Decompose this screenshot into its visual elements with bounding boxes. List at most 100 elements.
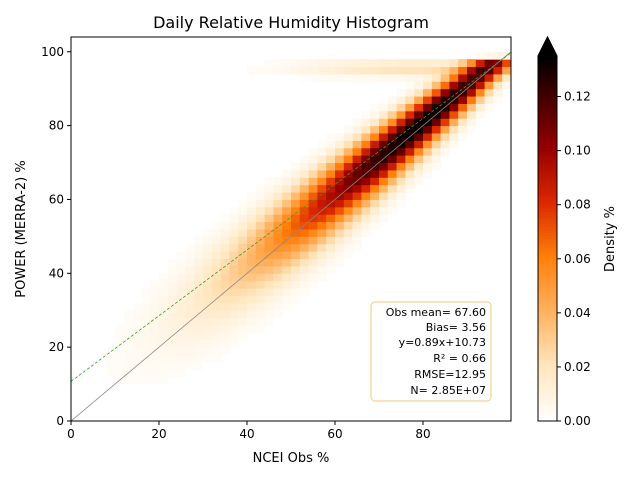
- heatmap-cell: [247, 206, 257, 215]
- colorbar-cell: [538, 101, 557, 106]
- colorbar-cell: [538, 189, 557, 194]
- heatmap-cell: [326, 229, 336, 237]
- colorbar-cell: [538, 293, 557, 297]
- heatmap-cell: [273, 229, 283, 237]
- heatmap-cell: [273, 302, 283, 311]
- heatmap-cell: [299, 184, 310, 193]
- colorbar-cell: [538, 141, 557, 145]
- heatmap-cell: [361, 184, 371, 193]
- heatmap-cell: [203, 339, 213, 348]
- heatmap-cell: [176, 251, 186, 260]
- heatmap-cell: [203, 236, 213, 245]
- heatmap-cell: [264, 214, 274, 223]
- heatmap-cell: [387, 199, 398, 208]
- heatmap-cell: [317, 258, 327, 267]
- heatmap-cell: [291, 243, 301, 252]
- heatmap-cell: [159, 325, 169, 333]
- colorbar-cell: [538, 119, 557, 124]
- heatmap-cell: [431, 81, 442, 90]
- colorbar-cell: [538, 135, 557, 139]
- colorbar-cell: [538, 205, 557, 209]
- heatmap-cell: [431, 118, 442, 127]
- heatmap-cell: [326, 184, 336, 193]
- heatmap-cell: [203, 354, 213, 363]
- colorbar-cell: [538, 202, 557, 206]
- heatmap-cell: [396, 147, 406, 156]
- heatmap-cell: [247, 325, 257, 333]
- heatmap-cell: [299, 155, 310, 164]
- heatmap-cell: [115, 325, 125, 333]
- heatmap-cell: [335, 155, 345, 164]
- heatmap-cell: [361, 147, 371, 156]
- heatmap-cell: [194, 265, 204, 274]
- colorbar-cell: [538, 390, 557, 395]
- heatmap-cell: [431, 147, 442, 156]
- heatmap-cell: [282, 177, 292, 186]
- heatmap-cell: [414, 88, 424, 97]
- heatmap-cell: [150, 361, 160, 370]
- heatmap-cell: [335, 199, 345, 208]
- heatmap-cell: [167, 317, 178, 326]
- heatmap-cell: [317, 184, 327, 193]
- heatmap-cell: [361, 140, 371, 149]
- heatmap-cell: [167, 295, 178, 304]
- heatmap-cell: [308, 236, 318, 245]
- heatmap-cell: [361, 221, 371, 230]
- colorbar-cell: [538, 159, 557, 164]
- heatmap-cell: [431, 96, 442, 104]
- heatmap-cell: [211, 302, 222, 311]
- colorbar-cell: [538, 357, 557, 361]
- heatmap-cell: [299, 162, 310, 171]
- heatmap-cell: [396, 162, 406, 171]
- heatmap-cell: [150, 339, 160, 348]
- heatmap-cell: [326, 59, 336, 68]
- heatmap-cell: [282, 251, 292, 260]
- heatmap-cell: [211, 273, 222, 282]
- heatmap-cell: [220, 236, 230, 245]
- heatmap-cell: [229, 317, 239, 326]
- heatmap-cell: [194, 339, 204, 348]
- heatmap-cell: [379, 214, 389, 223]
- heatmap-cell: [291, 192, 301, 200]
- heatmap-cell: [361, 73, 371, 82]
- heatmap-cell: [467, 88, 477, 97]
- heatmap-cell: [308, 221, 318, 230]
- heatmap-cell: [167, 339, 178, 348]
- heatmap-cell: [379, 118, 389, 127]
- heatmap-cell: [211, 258, 222, 267]
- colorbar-cell: [538, 259, 557, 264]
- heatmap-cell: [343, 73, 354, 82]
- heatmap-cell: [379, 192, 389, 200]
- heatmap-cell: [176, 280, 186, 289]
- heatmap-cell: [361, 214, 371, 223]
- heatmap-cell: [317, 229, 327, 237]
- heatmap-cell: [387, 125, 398, 134]
- colorbar-cell: [538, 241, 557, 246]
- heatmap-cell: [167, 302, 178, 311]
- heatmap-cell: [203, 273, 213, 282]
- heatmap-cell: [273, 236, 283, 245]
- heatmap-cell: [282, 199, 292, 208]
- heatmap-cell: [335, 177, 345, 186]
- heatmap-cell: [264, 265, 274, 274]
- heatmap-cell: [414, 96, 424, 104]
- heatmap-cell: [185, 258, 195, 267]
- heatmap-cell: [132, 369, 142, 378]
- colorbar-cell: [538, 238, 557, 243]
- heatmap-cell: [247, 214, 257, 223]
- heatmap-cell: [255, 310, 266, 319]
- heatmap-cell: [273, 288, 283, 296]
- stats-n: N= 2.85E+07: [410, 384, 486, 397]
- heatmap-cell: [370, 73, 380, 82]
- heatmap-cell: [352, 125, 362, 134]
- colorbar-cell: [538, 77, 557, 81]
- heatmap-cell: [458, 66, 468, 75]
- heatmap-cell: [167, 369, 178, 378]
- heatmap-cell: [273, 206, 283, 215]
- heatmap-cell: [229, 332, 239, 341]
- heatmap-cell: [229, 206, 239, 215]
- heatmap-cell: [423, 155, 433, 164]
- heatmap-cell: [431, 59, 442, 68]
- heatmap-cell: [291, 258, 301, 267]
